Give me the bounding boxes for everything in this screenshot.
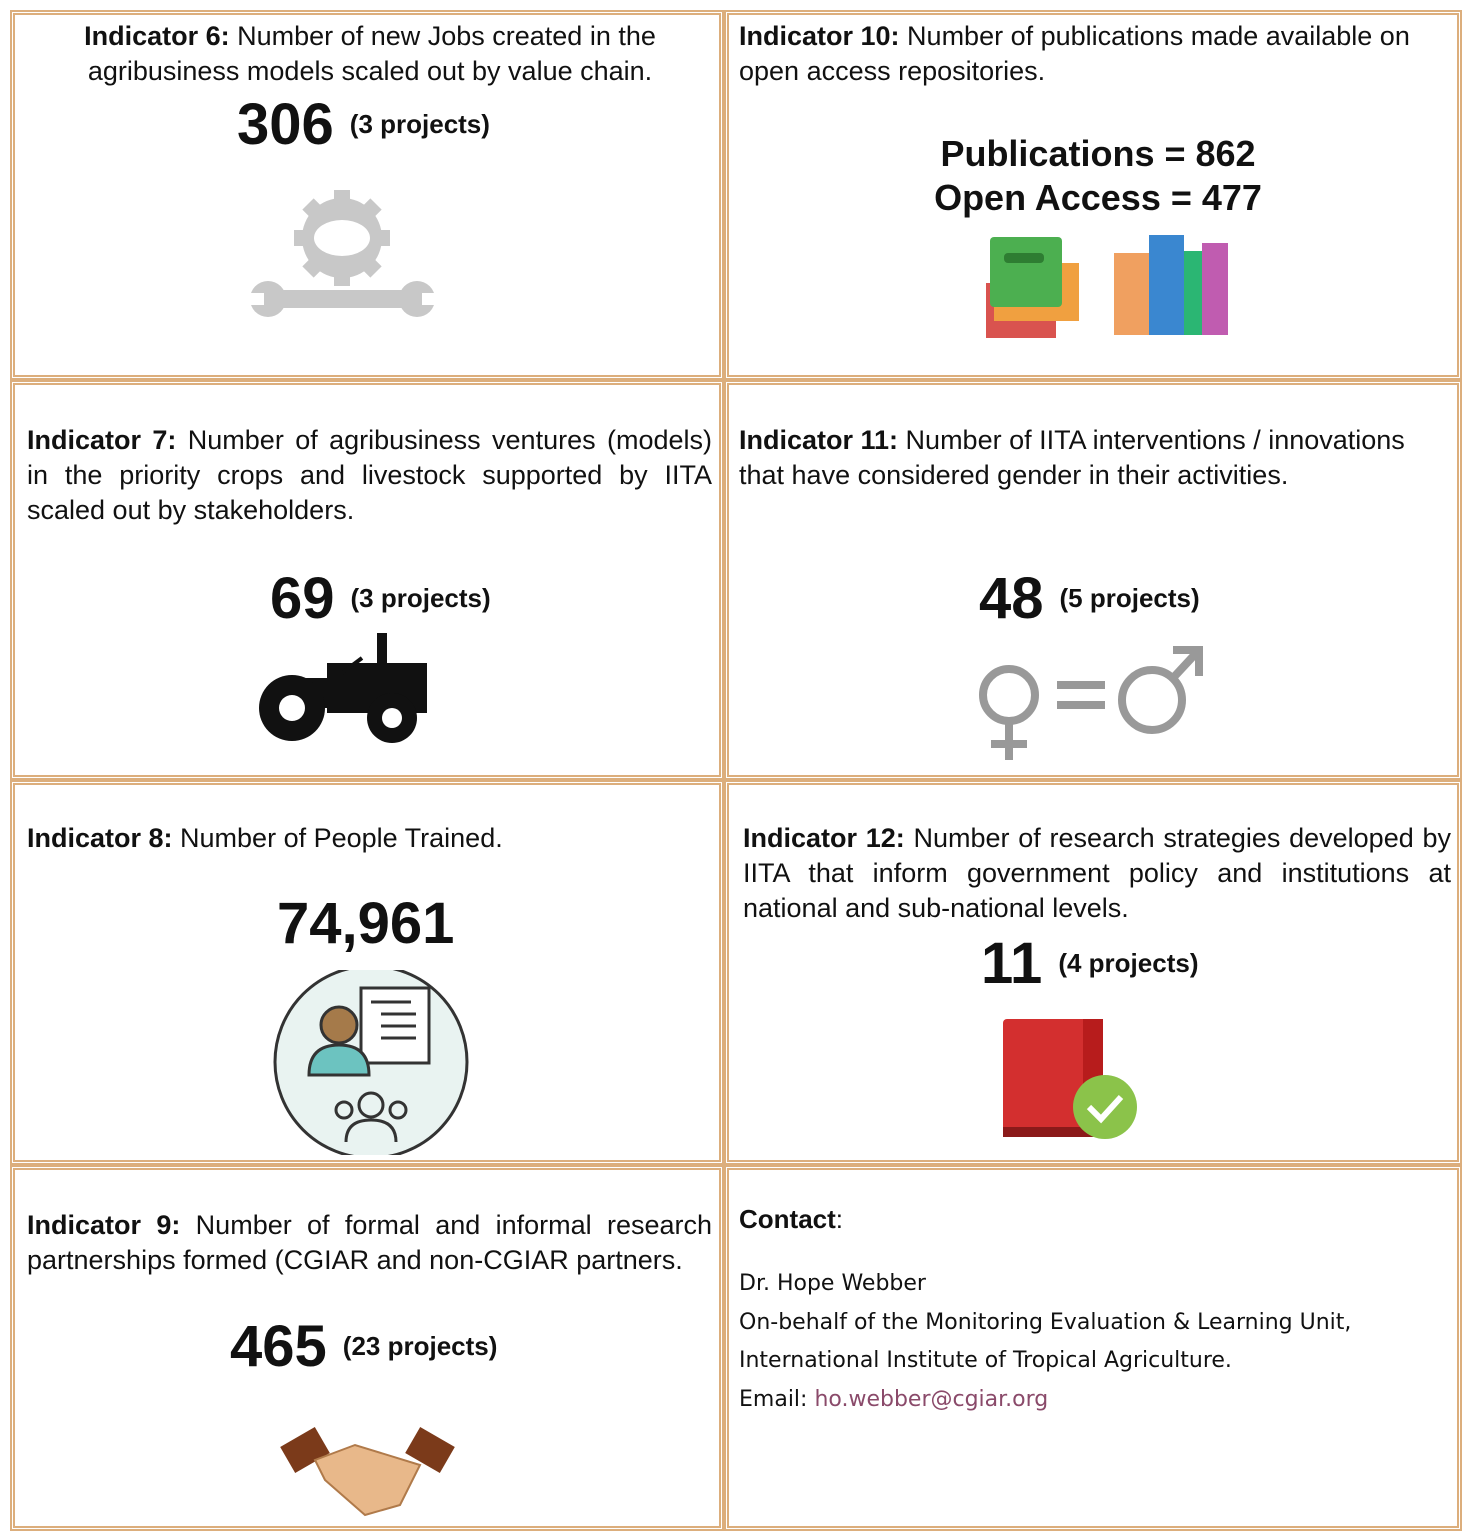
tractor-icon (259, 633, 427, 743)
indicator-8-value: 74,961 (277, 891, 455, 956)
indicator-9-cell: Indicator 9: Number of formal and inform… (10, 1165, 724, 1531)
training-icon (273, 970, 469, 1155)
gear-wrench-icon (250, 190, 435, 317)
contact-name: Dr. Hope Webber (739, 1271, 926, 1296)
indicator-12-title: Indicator 12: Number of research strateg… (743, 823, 1451, 923)
indicator-8-cell: Indicator 8: Number of People Trained. 7… (10, 780, 724, 1165)
contact-details: Dr. Hope Webber On-behalf of the Monitor… (739, 1265, 1351, 1419)
indicator-6-title: Indicator 6: Number of new Jobs created … (84, 21, 656, 86)
contact-institute: International Institute of Tropical Agri… (739, 1348, 1232, 1373)
indicator-9-value: 465 (23 projects) (230, 1314, 498, 1379)
indicator-11-value: 48 (5 projects) (979, 566, 1200, 631)
indicator-7-cell: Indicator 7: Number of agribusiness vent… (10, 380, 724, 780)
contact-email-row: Email: ho.webber@cgiar.org (739, 1386, 1049, 1412)
open-access-count: Open Access = 477 (934, 177, 1262, 218)
indicator-6-cell: Indicator 6: Number of new Jobs created … (10, 10, 724, 380)
indicator-7-value: 69 (3 projects) (270, 566, 491, 631)
indicator-11-cell: Indicator 11: Number of IITA interventio… (724, 380, 1462, 780)
indicator-9-title: Indicator 9: Number of formal and inform… (27, 1210, 712, 1275)
indicator-10-cell: Indicator 10: Number of publications mad… (724, 10, 1462, 380)
indicator-6-value: 306 (3 projects) (237, 92, 490, 157)
book-check-icon (1003, 1019, 1137, 1139)
contact-unit: On-behalf of the Monitoring Evaluation &… (739, 1309, 1352, 1335)
indicator-10-title: Indicator 10: Number of publications mad… (739, 21, 1410, 86)
handshake-icon (280, 1427, 455, 1517)
indicator-8-title: Indicator 8: Number of People Trained. (27, 823, 503, 853)
contact-heading: Contact: (739, 1204, 844, 1234)
indicator-12-value: 11 (4 projects) (981, 931, 1199, 996)
indicator-7-title: Indicator 7: Number of agribusiness vent… (27, 425, 712, 525)
contact-cell: Contact: Dr. Hope Webber On-behalf of th… (724, 1165, 1462, 1531)
books-icon (986, 235, 1228, 338)
publications-count: Publications = 862 (940, 133, 1256, 174)
indicator-11-title: Indicator 11: Number of IITA interventio… (739, 425, 1405, 490)
email-link[interactable]: ho.webber@cgiar.org (814, 1386, 1049, 1412)
indicator-12-cell: Indicator 12: Number of research strateg… (724, 780, 1462, 1165)
gender-equality-icon (979, 646, 1203, 760)
